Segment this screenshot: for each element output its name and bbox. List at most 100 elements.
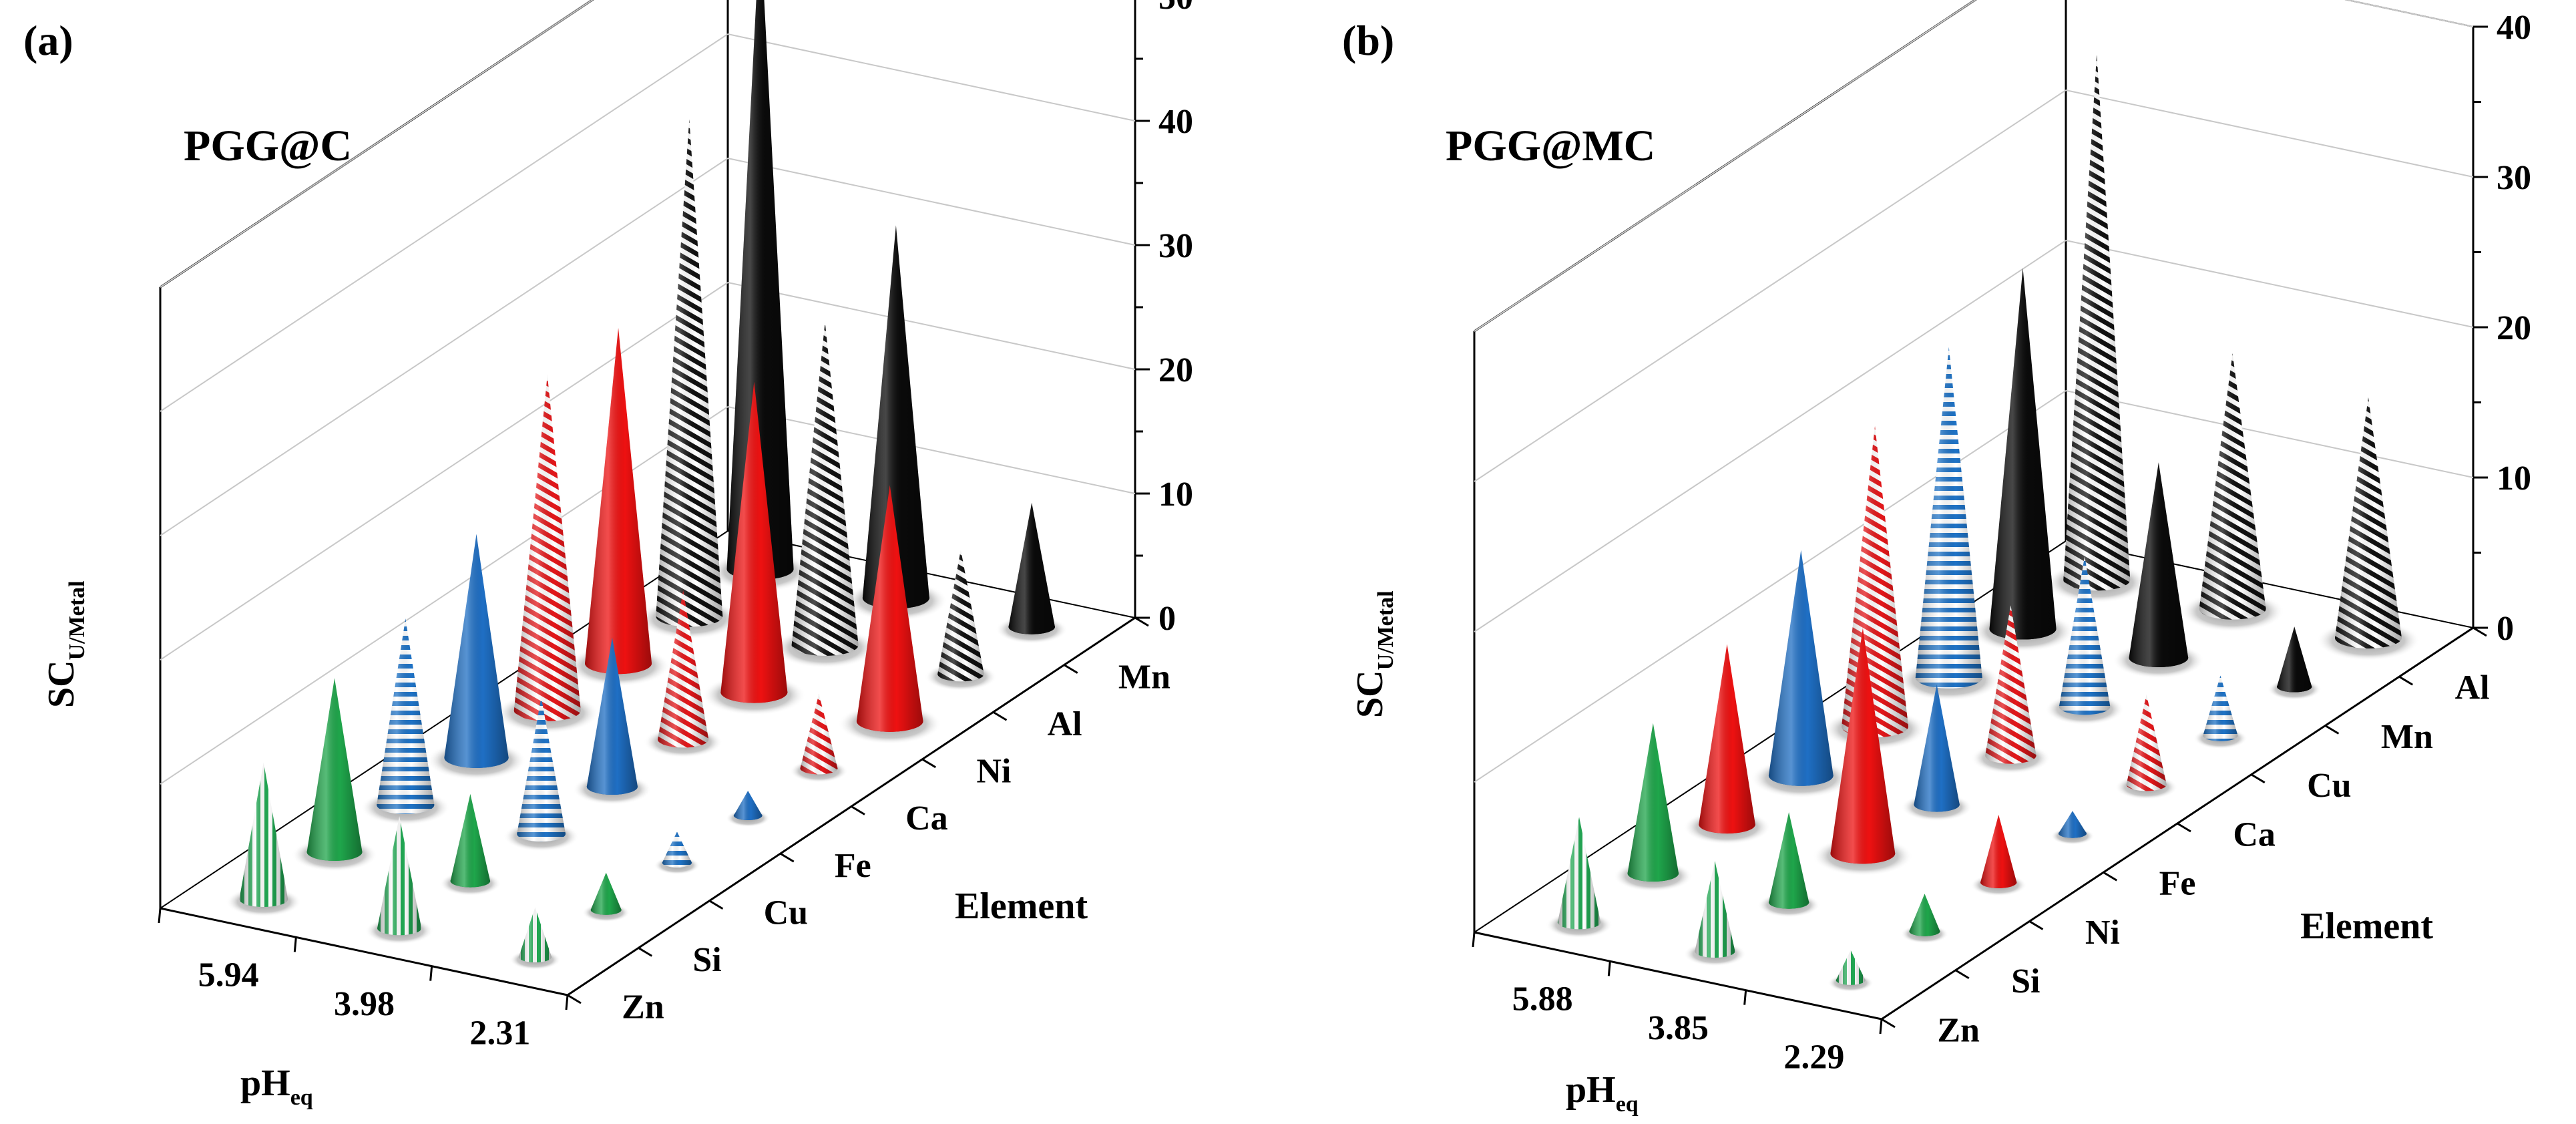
cone-shading	[1915, 347, 1982, 689]
cone-Fe-5.94	[426, 534, 527, 780]
gridline	[160, 33, 728, 412]
cone-Cu-3.85	[2045, 556, 2125, 725]
cone-shading	[800, 693, 838, 775]
element-tick-label: Al	[1048, 705, 1082, 743]
cone-Al-2.29	[2316, 397, 2420, 661]
floor-back-edge	[1474, 540, 2067, 933]
axes-frame	[1472, 0, 2488, 1035]
ph-tick	[429, 966, 433, 981]
ph-tick-label: 5.94	[198, 956, 259, 994]
cone-shading	[1830, 628, 1896, 864]
element-tick-label: Cu	[2307, 767, 2351, 805]
element-tick-label: Al	[2455, 669, 2490, 707]
gridline	[2065, 89, 2474, 178]
ph-tick	[1879, 1018, 1883, 1035]
ph-tick-label: 5.88	[1512, 980, 1573, 1018]
element-tick	[992, 711, 1008, 721]
element-tick	[2398, 675, 2414, 686]
ph-tick	[158, 908, 162, 924]
gridline	[1474, 390, 2067, 783]
cone-shading	[1914, 684, 1960, 812]
cone-shading	[1836, 950, 1866, 985]
cone-Mn-2.29	[2267, 626, 2322, 701]
cone-shading	[2199, 353, 2266, 620]
z-tick-label: 10	[2497, 459, 2531, 498]
z-tick-label: 20	[1158, 351, 1193, 389]
gridline	[1474, 0, 1976, 332]
cone-shading	[856, 485, 923, 732]
element-tick-label: Ni	[976, 753, 1011, 791]
element-tick-label: Fe	[2159, 865, 2196, 903]
ph-tick	[1743, 990, 1747, 1005]
gridline	[160, 0, 594, 288]
cone-shading	[585, 328, 652, 675]
cone-Al-5.88	[2045, 53, 2149, 603]
cone-shading	[2129, 462, 2189, 668]
sample-title: PGG@MC	[1446, 122, 1655, 170]
panel-letter: (b)	[1342, 17, 1394, 64]
cone-shading	[1008, 502, 1055, 634]
ph-axis-label-sub: eq	[290, 1085, 313, 1110]
cone-shading	[1627, 723, 1679, 882]
z-axis-label-sub: U/Metal	[1373, 590, 1398, 670]
cone-shading	[1989, 268, 2057, 640]
ph-axis-label: pHeq	[240, 1063, 313, 1110]
z-tick-label: 30	[1158, 227, 1193, 265]
ph-axis	[160, 907, 568, 996]
cone-Al-2.31	[925, 550, 997, 691]
cone-shading	[590, 872, 622, 915]
ph-tick-label: 3.85	[1648, 1009, 1709, 1047]
gridline	[2344, 0, 2474, 27]
cone-Si-3.85	[1757, 812, 1820, 918]
ph-tick	[1607, 961, 1611, 976]
cone-Cu-3.98	[503, 697, 580, 852]
element-tick-label: Mn	[2381, 718, 2433, 756]
floor-right-edge	[2065, 540, 2474, 628]
panel-b: 0 10 20 30 40 5.88 3.85 2.29 Zn Si Ni Fe Ca Cu Mn Al (b)…	[1342, 0, 2531, 1117]
gridline	[727, 406, 1136, 494]
cone-shading	[862, 225, 929, 609]
cone-Ni-5.94	[566, 328, 670, 687]
z-tick-label: 20	[2497, 309, 2531, 347]
element-tick	[1134, 616, 1149, 627]
z-tick-label: 40	[1158, 103, 1193, 141]
z-tick-label: 0	[2497, 610, 2514, 648]
element-tick	[567, 994, 582, 1004]
cone-shading	[239, 762, 288, 908]
gridline	[160, 406, 728, 785]
cone-Cu-2.31	[654, 831, 700, 875]
element-tick	[2324, 725, 2340, 735]
cone-Si-5.88	[1613, 723, 1693, 892]
element-tick	[2028, 920, 2044, 930]
cone-Ni-5.88	[1683, 644, 1771, 845]
z-axis-label: SCU/Metal	[41, 580, 89, 708]
cone-Zn-5.94	[226, 762, 302, 917]
cone-shading	[1980, 814, 2017, 888]
cone-Zn-2.29	[1828, 950, 1874, 992]
element-tick	[2177, 822, 2191, 833]
cone-shading	[1699, 644, 1755, 834]
cone-Ca-2.31	[789, 693, 848, 783]
cone-shading	[1695, 861, 1735, 958]
cone-Zn-3.85	[1683, 861, 1747, 966]
element-tick	[2473, 626, 2487, 637]
z-axis-label-main: SC	[41, 660, 82, 708]
element-tick-label: Si	[2011, 962, 2040, 1000]
element-tick-label: Ca	[905, 799, 948, 837]
cone-Al-5.94	[637, 119, 741, 640]
cone-shading	[450, 793, 491, 888]
cone-Zn-3.98	[365, 816, 434, 944]
cone-shading	[513, 375, 581, 721]
cone-Si-2.31	[582, 872, 630, 922]
ph-tick-label: 2.29	[1783, 1038, 1844, 1076]
cone-series	[1546, 53, 2420, 992]
element-tick-label: Mn	[1118, 658, 1170, 696]
cone-shading	[2058, 811, 2087, 838]
cone-shading	[586, 637, 638, 795]
cone-shading	[1985, 605, 2036, 764]
cone-Fe-3.85	[1901, 684, 1972, 821]
element-tick-label: Fe	[835, 847, 871, 885]
element-tick	[2103, 871, 2118, 882]
cone-shading	[1557, 817, 1601, 930]
